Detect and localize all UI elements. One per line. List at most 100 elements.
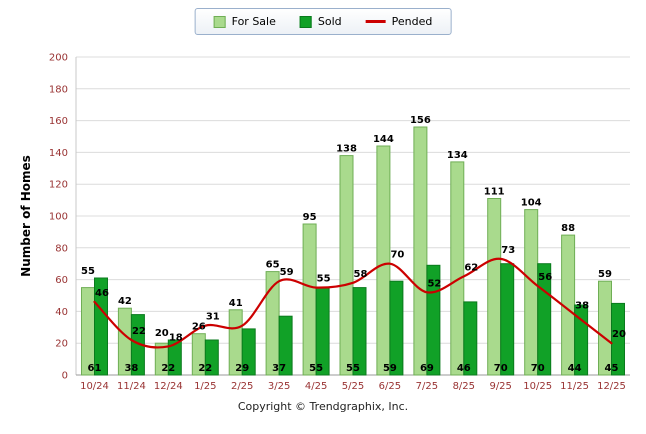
for-sale-bar (598, 280, 612, 376)
pended-line-swatch-icon (365, 20, 386, 23)
y-tick-label: 60 (55, 275, 68, 286)
for-sale-bar (413, 126, 428, 376)
sold-bar (278, 315, 293, 376)
sold-bar (315, 287, 330, 376)
for-sale-value-label: 65 (266, 260, 280, 271)
pended-value-label: 18 (169, 332, 183, 343)
sold-bar (204, 339, 219, 376)
x-tick-label: 12/25 (597, 381, 626, 392)
sold-swatch-icon (299, 15, 312, 28)
pended-line (93, 257, 613, 349)
x-tick-label: 5/25 (342, 381, 364, 392)
y-tick-label: 140 (49, 148, 68, 159)
y-tick-label: 0 (62, 371, 68, 382)
pended-value-label: 56 (538, 272, 552, 283)
x-tick-label: 9/25 (489, 381, 511, 392)
legend-item-sold: Sold (299, 15, 342, 28)
for-sale-legend-label: For Sale (231, 15, 276, 28)
sold-value-label: 70 (494, 363, 508, 374)
sold-bar (611, 302, 625, 376)
sold-bar (537, 263, 552, 376)
sold-bar (94, 277, 108, 376)
x-tick-label: 6/25 (379, 381, 401, 392)
x-tick-label: 12/24 (154, 381, 183, 392)
pended-value-label: 58 (354, 269, 368, 280)
legend-item-for-sale: For Sale (213, 15, 276, 28)
sold-value-label: 55 (309, 363, 323, 374)
for-sale-value-label: 144 (373, 134, 394, 145)
pended-value-label: 52 (427, 278, 441, 289)
x-tick-label: 4/25 (305, 381, 327, 392)
for-sale-bar (450, 161, 465, 376)
x-tick-label: 11/25 (560, 381, 589, 392)
sold-value-label: 37 (272, 363, 286, 374)
for-sale-bar (376, 145, 391, 376)
for-sale-value-label: 88 (561, 223, 575, 234)
sold-value-label: 44 (568, 363, 582, 374)
sold-value-label: 38 (124, 363, 138, 374)
pended-value-label: 55 (317, 274, 331, 285)
x-tick-label: 8/25 (453, 381, 475, 392)
pended-value-label: 22 (132, 326, 146, 337)
sold-bar (352, 287, 367, 376)
for-sale-value-label: 104 (521, 198, 542, 209)
pended-value-label: 59 (280, 267, 294, 278)
for-sale-value-label: 20 (155, 328, 169, 339)
pended-legend-label: Pended (391, 15, 433, 28)
x-tick-label: 7/25 (416, 381, 438, 392)
sold-bar (241, 328, 256, 376)
x-tick-label: 2/25 (231, 381, 253, 392)
sold-value-label: 61 (88, 363, 102, 374)
for-sale-bar (487, 198, 502, 376)
y-tick-label: 40 (55, 307, 68, 318)
for-sale-swatch-icon (213, 15, 226, 28)
y-tick-label: 120 (49, 180, 68, 191)
sold-value-label: 70 (531, 363, 545, 374)
sold-bar (167, 339, 182, 376)
pended-value-label: 62 (464, 262, 478, 273)
for-sale-value-label: 59 (598, 269, 612, 280)
y-tick-label: 160 (49, 116, 68, 127)
legend-item-pended: Pended (365, 15, 433, 28)
y-tick-label: 180 (49, 84, 68, 95)
sold-value-label: 59 (383, 363, 397, 374)
for-sale-bar (81, 287, 95, 376)
y-tick-label: 80 (55, 243, 68, 254)
pended-value-label: 70 (390, 250, 404, 261)
sold-value-label: 55 (346, 363, 360, 374)
y-tick-label: 200 (49, 53, 68, 64)
x-tick-label: 10/25 (523, 381, 552, 392)
for-sale-value-label: 138 (336, 144, 357, 155)
x-tick-label: 11/24 (117, 381, 146, 392)
for-sale-value-label: 134 (447, 150, 468, 161)
pended-value-label: 31 (206, 312, 220, 323)
pended-value-label: 73 (501, 245, 515, 256)
legend: For Sale Sold Pended (194, 8, 452, 35)
sold-value-label: 46 (457, 363, 471, 374)
pended-value-label: 38 (575, 301, 589, 312)
x-tick-label: 10/24 (80, 381, 109, 392)
sold-value-label: 22 (198, 363, 212, 374)
sold-bar (389, 280, 404, 376)
sold-value-label: 29 (235, 363, 249, 374)
for-sale-value-label: 41 (229, 298, 243, 309)
sold-value-label: 22 (161, 363, 175, 374)
sold-value-label: 69 (420, 363, 434, 374)
for-sale-bar (339, 155, 354, 376)
pended-value-label: 20 (612, 329, 626, 340)
for-sale-value-label: 95 (303, 212, 317, 223)
for-sale-value-label: 111 (484, 187, 505, 198)
sold-value-label: 45 (605, 363, 619, 374)
y-tick-label: 100 (49, 212, 68, 223)
for-sale-bar (302, 223, 317, 376)
for-sale-value-label: 156 (410, 115, 431, 126)
for-sale-value-label: 42 (118, 296, 132, 307)
pended-value-label: 46 (95, 288, 109, 299)
for-sale-value-label: 55 (81, 266, 95, 277)
sold-bar (500, 263, 515, 376)
sold-legend-label: Sold (317, 15, 342, 28)
copyright-text: Copyright © Trendgraphix, Inc. (237, 400, 409, 413)
y-tick-label: 20 (55, 339, 68, 350)
